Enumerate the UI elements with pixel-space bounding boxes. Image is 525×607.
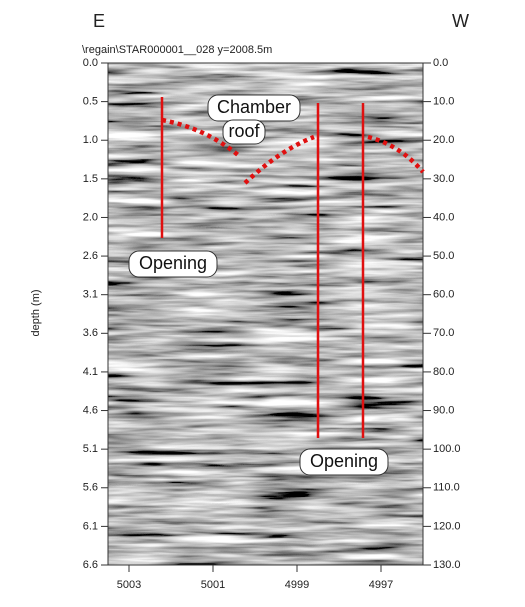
y-tick-label: 1.0 — [83, 134, 98, 146]
y-tick-label: 5.6 — [83, 482, 98, 494]
y2-tick-label: 70.0 — [433, 327, 454, 339]
y-tick-label: 4.6 — [83, 404, 98, 416]
annotation: Chamber — [217, 97, 291, 117]
annotation: Opening — [310, 451, 378, 471]
y-tick-label: 6.1 — [83, 520, 98, 532]
y-tick-label: 2.6 — [83, 250, 98, 262]
annotation: roof — [228, 121, 260, 141]
annotation-box — [222, 119, 266, 145]
y-tick-label: 4.1 — [83, 366, 98, 378]
y2-tick-label: 90.0 — [433, 404, 454, 416]
roof-curve — [243, 134, 315, 185]
y2-tick-label: 0.0 — [433, 57, 448, 69]
annotation: Opening — [139, 253, 207, 273]
subtitle: \regain\STAR000001__028 y=2008.5m — [82, 44, 272, 56]
y2-tick-label: 100.0 — [433, 443, 461, 455]
y-tick-label: 3.1 — [83, 289, 98, 301]
y-tick-label: 0.5 — [83, 96, 98, 108]
x-tick-label: 5001 — [201, 579, 225, 591]
roof-curve — [161, 117, 240, 157]
radargram-image — [108, 63, 423, 565]
east-label: E — [93, 11, 105, 31]
y-tick-label: 1.5 — [83, 173, 98, 185]
y2-tick-label: 130.0 — [433, 559, 461, 571]
y2-tick-label: 110.0 — [433, 482, 460, 494]
roof-curve — [367, 134, 425, 174]
y2-tick-label: 80.0 — [433, 366, 454, 378]
y2-tick-label: 50.0 — [433, 250, 454, 262]
x-tick-label: 4999 — [285, 579, 309, 591]
y-tick-label: 3.6 — [83, 327, 98, 339]
y2-tick-label: 30.0 — [433, 173, 454, 185]
y-tick-label: 6.6 — [83, 559, 98, 571]
y-tick-label: 0.0 — [83, 57, 98, 69]
y-tick-label: 5.1 — [83, 443, 98, 455]
y2-tick-label: 60.0 — [433, 289, 454, 301]
y-axis-label: depth (m) — [30, 289, 42, 336]
y2-tick-label: 40.0 — [433, 211, 454, 223]
plot-frame — [107, 62, 424, 566]
x-tick-label: 5003 — [117, 579, 141, 591]
annotation-box — [299, 448, 389, 476]
west-label: W — [452, 11, 469, 31]
y2-tick-label: 10.0 — [433, 96, 454, 108]
x-tick-label: 4997 — [369, 579, 393, 591]
y2-tick-label: 120.0 — [433, 520, 461, 532]
y2-tick-label: 20.0 — [433, 134, 454, 146]
y-tick-label: 2.0 — [83, 211, 98, 223]
annotation-box — [128, 250, 218, 278]
